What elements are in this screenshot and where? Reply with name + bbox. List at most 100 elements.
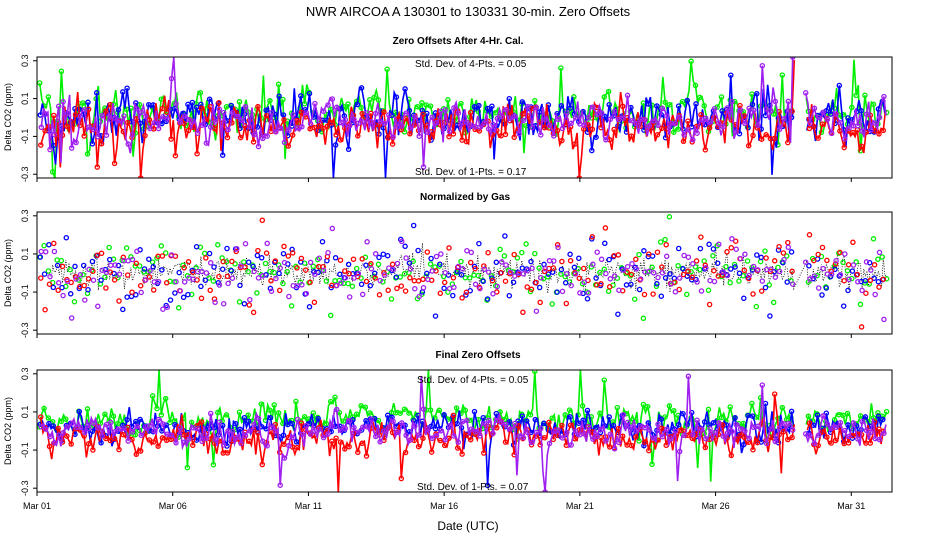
xtick-label-1: Mar 06: [159, 501, 187, 511]
panel-3-series-2-point: [98, 440, 104, 446]
panel-2-series-3-point: [411, 277, 418, 284]
panel-2-series-2-point: [172, 290, 178, 296]
panel-2-series-4-point: [60, 292, 66, 299]
panel-2-series-4-point: [607, 276, 614, 282]
panel-2-series-1-point: [45, 268, 52, 274]
panel-3-series-2-point: [688, 409, 695, 416]
panel-1-series-4-point: [247, 123, 253, 130]
panel-2-series-3-point: [420, 276, 426, 283]
panel-2-series-2-point: [602, 240, 608, 247]
panel-3-series-4-point: [655, 421, 661, 428]
panel-1-series-3-point: [559, 137, 565, 144]
panel-1-series-4-point: [229, 109, 236, 116]
panel-3-series-4-point: [824, 421, 831, 427]
panel-1-series-3-point: [589, 126, 596, 132]
panel-2-mean-line: [47, 243, 887, 294]
panel-3-series-4-point: [650, 435, 657, 441]
panel-2-series-1-point: [427, 261, 434, 267]
panel-2-series-1-point: [783, 253, 790, 259]
panel-1-series-4-point: [842, 136, 848, 142]
panel-2-series-4-point: [520, 271, 527, 277]
panel-2-series-4-point: [785, 244, 792, 251]
panel-3-series-4-point: [177, 425, 184, 431]
panel-2-series-3-point: [216, 273, 222, 280]
panel-2-series-2-point: [128, 293, 135, 300]
panel-2-series-3-point: [150, 287, 157, 293]
panel-3-series-4-point: [234, 434, 240, 441]
panel-1-series-1-point: [45, 94, 52, 100]
panel-1-series-2-point: [693, 101, 699, 107]
panel-1-series-4-point: [876, 114, 883, 121]
panel-2-series-1-point: [857, 301, 864, 308]
panel-3-series-3-point: [224, 450, 231, 456]
panel-2-series-4-point: [564, 271, 570, 277]
panel-1-series-2-point: [827, 111, 834, 117]
panel-2-series-1-point: [71, 298, 78, 305]
panel-2-series-3-point: [750, 291, 756, 297]
panel-1-series-4-point: [464, 119, 470, 126]
panel-3-series-4-point: [850, 420, 857, 426]
panel-1-series-4-point: [234, 113, 240, 120]
panel-2-series-1-point: [675, 262, 681, 269]
panel-2-series-2-point: [228, 267, 235, 274]
panel-3-series-4-point: [394, 429, 401, 435]
panel-1-series-1-point: [853, 92, 859, 99]
panel-2-series-4-point: [811, 273, 818, 279]
panel-2-series-2-point: [667, 271, 673, 277]
panel-2-series-4-point: [264, 240, 270, 247]
panel-1-series-3-point: [880, 127, 887, 134]
panel-1-series-1-point: [371, 94, 377, 101]
panel-3-series-4-point: [125, 438, 131, 444]
panel-1-series-3-point: [250, 139, 257, 145]
panel-1-series-1-point: [605, 88, 612, 95]
panel-2-series-3-point: [498, 269, 504, 276]
panel-3-series-3-point: [828, 440, 834, 446]
panel-2-series-4-point: [368, 265, 375, 272]
panel-3-series-3-point: [190, 442, 196, 449]
panel-2-series-1-point: [514, 255, 521, 261]
panel-1-series-2-point: [675, 103, 682, 109]
panel-2-series-4-point: [598, 256, 605, 263]
panel-1-series-3-point: [229, 120, 235, 126]
panel-3-series-4-point: [846, 433, 852, 440]
panel-2-series-4-point: [490, 291, 496, 297]
panel-3-series-4-point: [147, 422, 153, 429]
panel-3-series-4-point: [47, 433, 53, 440]
panel-3-series-4-point: [746, 435, 752, 441]
panel-3-series-4-point: [355, 429, 362, 435]
panel-2-series-3-point: [702, 262, 709, 269]
panel-2-series-3-point: [845, 261, 852, 268]
panel-2-series-3-point: [294, 265, 300, 271]
panel-3-series-4-point: [859, 418, 865, 425]
panel-2-series-3-point: [880, 276, 887, 282]
panel-1-series-1-point: [384, 66, 390, 73]
panel-3-series-4-point: [38, 423, 45, 430]
panel-2-series-4-point: [507, 269, 514, 276]
panel-2-series-3-point: [42, 306, 48, 313]
panel-1-series-4-point: [772, 98, 779, 105]
panel-3-series-4-point: [134, 423, 140, 430]
panel-2-series-2-point: [345, 261, 352, 268]
panel-2-series-2-point: [463, 292, 469, 298]
panel-1-series-4-point: [585, 114, 592, 121]
panel-2-series-4-point: [624, 263, 631, 270]
panel-1-series-1-point: [427, 103, 434, 109]
panel-2-series-4-point: [568, 282, 574, 289]
panel-3-series-4-point: [129, 429, 136, 435]
panel-2-series-4-point: [559, 288, 566, 295]
panel-3-series-4-point: [729, 428, 735, 435]
panel-2-series-3-point: [446, 245, 452, 251]
panel-2-series-3-point: [415, 278, 422, 284]
panel-2-series-2-point: [410, 222, 417, 229]
panel-3-series-3-point: [420, 435, 426, 442]
panel-1-series-3-point: [554, 127, 561, 134]
panel-2-series-2-point: [371, 270, 378, 277]
panel-3-series-1-point: [223, 412, 230, 418]
panel-2-series-4-point: [438, 251, 444, 257]
panel-3-series-1-point: [579, 403, 586, 409]
panel-2-series-4-point: [112, 262, 118, 268]
panel-3-series-4-point: [533, 429, 540, 436]
panel-1-annotation-top: Std. Dev. of 4-Pts. = 0.05: [415, 59, 527, 70]
panel-2-series-3-point: [863, 290, 869, 296]
panel-1-series-2-point: [684, 97, 691, 104]
